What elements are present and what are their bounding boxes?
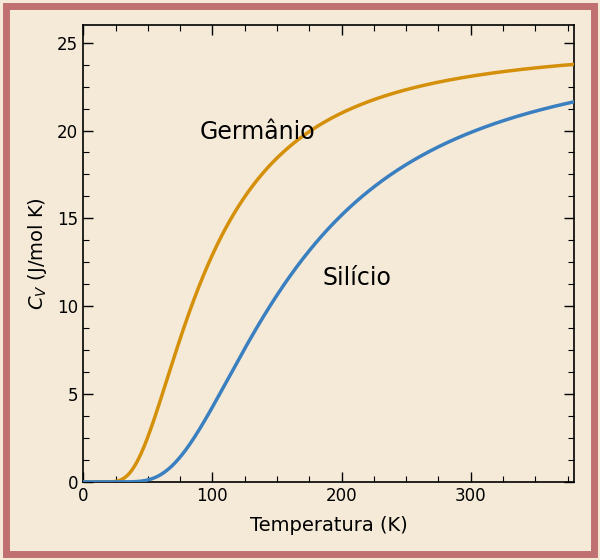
Y-axis label: $C_V$ (J/mol K): $C_V$ (J/mol K) — [26, 197, 49, 310]
Text: Germânio: Germânio — [199, 120, 315, 144]
Text: Silício: Silício — [322, 266, 391, 290]
X-axis label: Temperatura (K): Temperatura (K) — [250, 516, 407, 535]
